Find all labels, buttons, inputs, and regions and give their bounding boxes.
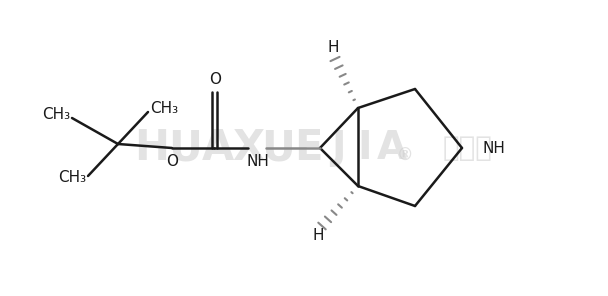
Text: H: H [313, 229, 323, 244]
Text: H: H [327, 39, 339, 54]
Text: A: A [202, 127, 234, 169]
Text: O: O [209, 72, 221, 86]
Text: I: I [358, 129, 372, 167]
Text: O: O [166, 154, 178, 168]
Text: H: H [134, 127, 170, 169]
Text: 化学加: 化学加 [443, 134, 493, 162]
Text: U: U [168, 127, 202, 169]
Text: E: E [294, 127, 322, 169]
Text: A: A [377, 129, 407, 167]
Text: NH: NH [247, 154, 269, 168]
Text: ®: ® [397, 147, 413, 165]
Text: U: U [261, 127, 295, 169]
Text: NH: NH [482, 141, 505, 155]
Text: CH₃: CH₃ [58, 170, 86, 184]
Text: CH₃: CH₃ [42, 107, 70, 121]
Text: J: J [331, 129, 345, 167]
Text: CH₃: CH₃ [150, 101, 178, 115]
Text: X: X [232, 127, 264, 169]
